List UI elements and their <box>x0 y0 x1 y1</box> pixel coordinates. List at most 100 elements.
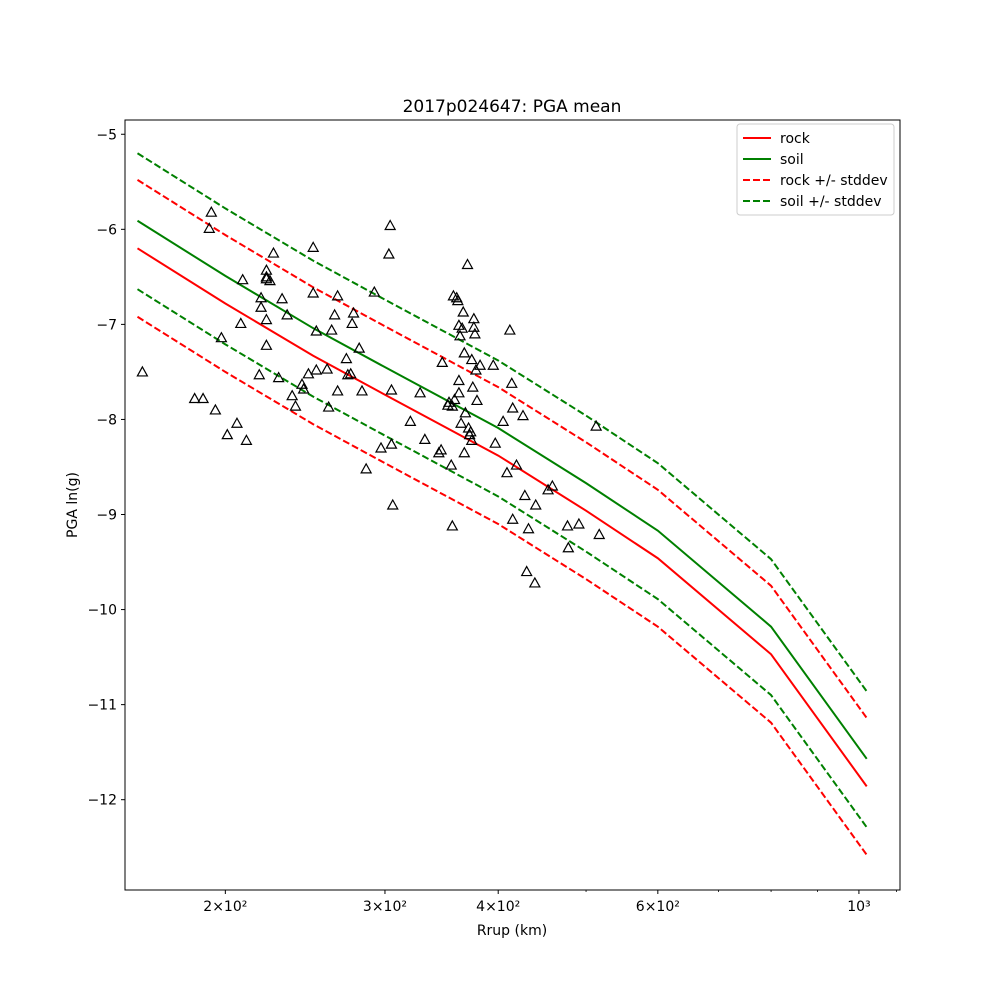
observation-point <box>457 305 470 317</box>
observation-point <box>464 425 477 437</box>
observation-point <box>487 359 500 370</box>
series-line-1 <box>136 219 868 760</box>
observation-point <box>221 428 234 440</box>
observation-point <box>188 392 201 404</box>
observation-point <box>136 365 149 377</box>
x-tick-label: 3×10² <box>363 899 407 915</box>
observation-point <box>286 389 299 401</box>
observation-point <box>384 219 397 231</box>
observation-point <box>272 371 285 383</box>
y-tick-label: −10 <box>87 603 117 619</box>
y-tick-label: −7 <box>96 317 117 333</box>
observation-point <box>328 308 341 320</box>
observation-point <box>307 241 320 252</box>
observation-point <box>489 436 502 448</box>
observation-point <box>468 327 481 339</box>
x-axis-label: Rrup (km) <box>477 923 547 939</box>
observation-point <box>435 443 448 455</box>
series-line-0 <box>136 247 868 787</box>
observation-point <box>474 359 487 370</box>
observation-point <box>510 458 523 470</box>
series-line-4 <box>136 152 868 692</box>
observation-point <box>260 339 273 350</box>
y-tick-label: −5 <box>96 127 117 143</box>
observation-point <box>302 367 315 379</box>
observation-point <box>297 382 310 394</box>
observation-point <box>459 406 472 418</box>
x-tick-label: 4×10² <box>476 899 520 915</box>
observation-point <box>448 393 461 405</box>
observation-point <box>458 346 471 358</box>
observation-point <box>205 205 218 217</box>
legend-label: rock <box>780 131 811 147</box>
observation-point <box>572 517 585 529</box>
observation-point <box>432 446 445 458</box>
observation-point <box>506 513 519 524</box>
observation-point <box>321 362 334 374</box>
observation-point <box>445 458 458 470</box>
legend-label: rock +/- stddev <box>780 173 888 189</box>
observation-point <box>385 437 398 449</box>
observation-point <box>452 374 465 386</box>
plot-points <box>136 205 606 588</box>
observation-point <box>386 498 399 510</box>
observation-point <box>561 519 574 531</box>
observation-point <box>446 399 459 411</box>
observation-point <box>466 380 479 392</box>
observation-point <box>355 384 369 396</box>
observation-point <box>234 317 247 329</box>
observation-point <box>465 353 478 365</box>
observation-point <box>500 466 513 478</box>
observation-point <box>529 498 542 510</box>
observation-point <box>518 489 531 501</box>
observation-point <box>331 384 344 396</box>
observation-point <box>385 383 398 395</box>
observation-point <box>522 522 535 534</box>
observation-point <box>255 301 268 312</box>
observation-point <box>528 576 541 588</box>
legend: rock soil rock +/- stddev soil +/- stddev <box>736 123 895 216</box>
y-tick-label: −6 <box>96 222 117 238</box>
legend-label: soil +/- stddev <box>780 194 882 210</box>
observation-point <box>295 378 309 389</box>
plot-frame <box>124 119 901 891</box>
series-line-2 <box>136 179 868 719</box>
y-axis-label: PGA ln(g) <box>65 472 81 538</box>
plot-lines <box>136 152 868 856</box>
observation-point <box>458 446 471 458</box>
observation-point <box>542 483 555 495</box>
observation-point <box>590 419 603 431</box>
observation-point <box>310 324 323 336</box>
observation-point <box>276 292 289 304</box>
observation-point <box>470 394 483 406</box>
observation-point <box>353 341 366 353</box>
y-tick-label: −12 <box>87 793 117 809</box>
observation-point <box>382 247 395 259</box>
observation-point <box>418 433 431 445</box>
chart-title: 2017p024647: PGA mean <box>403 97 622 117</box>
observation-point <box>203 222 216 233</box>
observation-point <box>461 258 474 270</box>
observation-point <box>230 417 243 428</box>
observation-point <box>452 386 465 398</box>
observation-point <box>322 400 335 412</box>
observation-point <box>197 392 210 404</box>
observation-point <box>215 331 228 343</box>
observation-point <box>505 377 518 388</box>
observation-point <box>267 246 280 258</box>
observation-point <box>344 367 357 379</box>
observation-point <box>503 323 516 335</box>
observation-point <box>281 308 294 320</box>
observation-point <box>310 363 323 375</box>
x-tick-label: 2×10² <box>203 899 247 915</box>
observation-point <box>451 294 464 306</box>
observation-point <box>520 565 533 577</box>
observation-point <box>562 541 575 553</box>
observation-point <box>260 313 273 325</box>
x-tick-label: 10³ <box>847 899 870 915</box>
observation-point <box>209 403 222 415</box>
observation-point <box>546 479 559 491</box>
y-tick-label: −11 <box>87 698 117 714</box>
observation-point <box>340 352 353 364</box>
observation-point <box>360 462 373 474</box>
